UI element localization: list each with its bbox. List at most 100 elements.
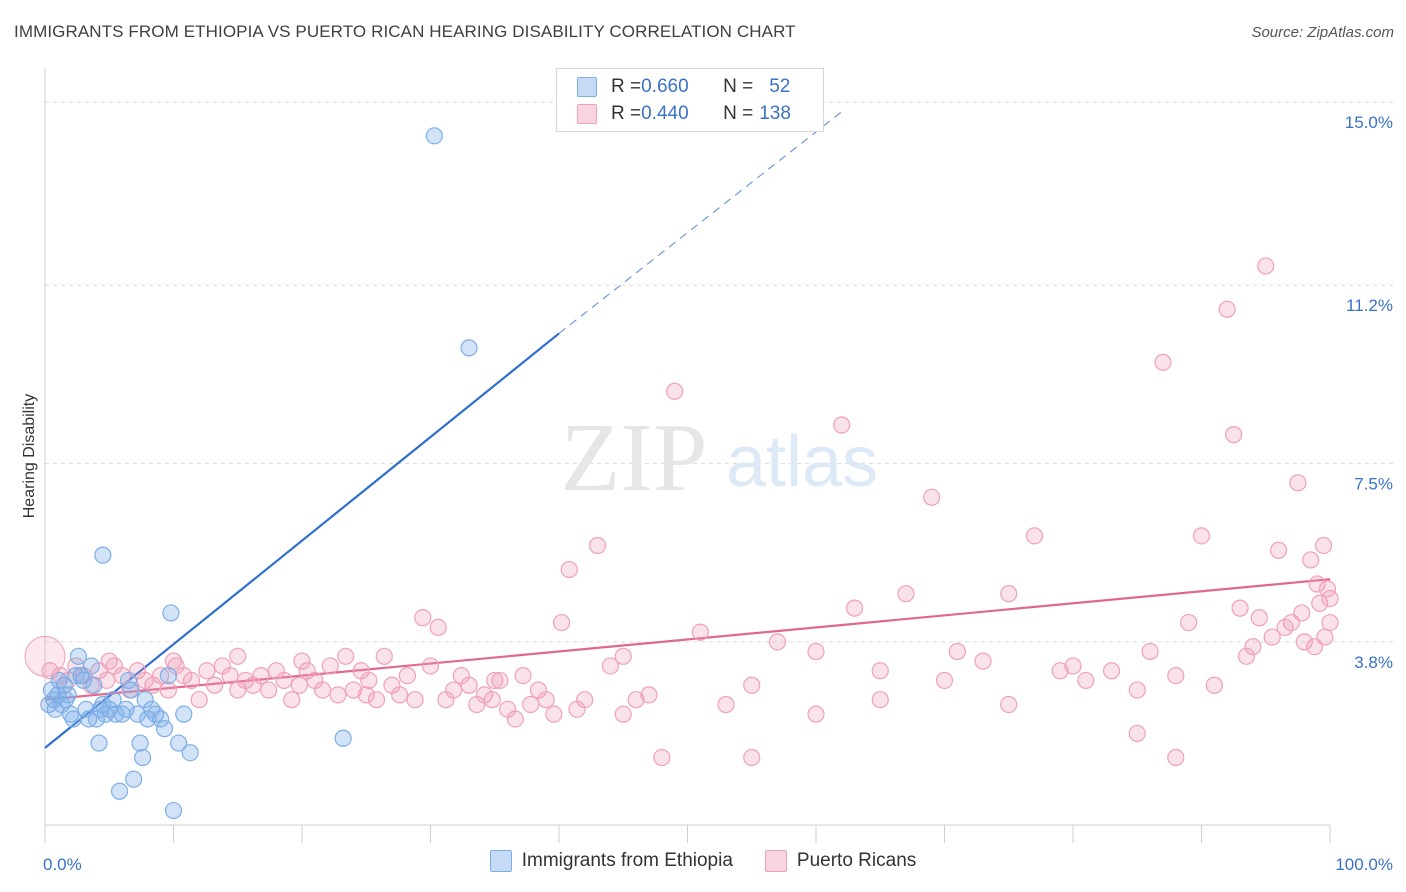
- ethiopia-point: [136, 691, 154, 709]
- legend-label-puerto-ricans: Puerto Ricans: [796, 850, 917, 871]
- puerto-rican-point: [807, 642, 825, 661]
- puerto-rican-point: [653, 748, 671, 767]
- puerto-rican-point: [588, 536, 607, 555]
- puerto-rican-point: [807, 705, 825, 723]
- ethiopia-point: [74, 671, 93, 690]
- grid-lines: [45, 101, 1395, 643]
- puerto-rican-point: [1305, 638, 1324, 656]
- ethiopia-point: [155, 720, 174, 738]
- ethiopia-point: [107, 705, 125, 723]
- puerto-rican-point: [560, 560, 578, 579]
- puerto-rican-point: [321, 657, 339, 675]
- puerto-rican-point: [290, 676, 309, 694]
- puerto-rican-point: [1321, 613, 1339, 632]
- stats-legend: R = 0.660 N = 52 R = 0.440 N = 138: [556, 68, 824, 132]
- puerto-rican-point: [275, 671, 293, 690]
- puerto-rican-point: [833, 416, 851, 434]
- puerto-rican-point: [1250, 609, 1268, 627]
- puerto-rican-point: [1077, 671, 1095, 690]
- ethiopia-point: [91, 700, 109, 718]
- puerto-rican-point: [743, 676, 761, 694]
- puerto-rican-point: [344, 681, 362, 699]
- ethiopia-point: [175, 705, 193, 723]
- puerto-rican-point: [614, 705, 632, 723]
- r-value: 0.660: [641, 76, 689, 97]
- puerto-rican-point: [259, 681, 278, 699]
- puerto-rican-point: [337, 647, 355, 665]
- puerto-rican-point: [1167, 666, 1185, 685]
- ethiopia-point: [110, 782, 129, 800]
- legend-item-puerto-ricans[interactable]: Puerto Ricans: [764, 850, 917, 872]
- puerto-rican-point: [1308, 575, 1326, 593]
- legend-swatch-ethiopia: [489, 850, 512, 872]
- puerto-rican-point: [375, 647, 393, 665]
- ethiopia-point: [119, 671, 138, 690]
- puerto-rican-point: [1257, 257, 1275, 275]
- legend-swatch-puerto-ricans: [577, 104, 597, 124]
- puerto-rican-point: [1128, 681, 1146, 699]
- puerto-rican-point: [871, 691, 889, 709]
- puerto-rican-point: [666, 382, 684, 400]
- chart-title: IMMIGRANTS FROM ETHIOPIA VS PUERTO RICAN…: [14, 22, 796, 41]
- ethiopia-trend-line: [44, 332, 560, 749]
- puerto-rican-point: [545, 705, 563, 723]
- ethiopia-point: [164, 801, 183, 820]
- puerto-rican-point: [1225, 426, 1243, 444]
- puerto-rican-point: [537, 691, 555, 709]
- puerto-rican-point: [1205, 676, 1223, 694]
- puerto-rican-point: [1289, 474, 1307, 492]
- puerto-rican-point: [717, 695, 735, 714]
- puerto-rican-point: [460, 676, 478, 694]
- puerto-rican-point: [897, 585, 915, 603]
- puerto-rican-point: [429, 618, 447, 637]
- puerto-rican-point: [445, 681, 463, 699]
- puerto-rican-point: [491, 671, 509, 690]
- puerto-rican-point: [768, 633, 787, 651]
- puerto-rican-point: [421, 657, 440, 675]
- puerto-rican-point: [98, 671, 116, 690]
- puerto-rican-point: [1000, 585, 1018, 603]
- puerto-rican-point: [576, 691, 594, 709]
- puerto-rican-point: [1263, 628, 1281, 646]
- ethiopia-trend-extension: [558, 111, 843, 334]
- ethiopia-point: [131, 734, 149, 752]
- ethiopia-point: [146, 705, 165, 723]
- ethiopia-point: [69, 647, 88, 665]
- puerto-rican-point: [1318, 580, 1337, 598]
- x-tick-label: 0.0%: [43, 855, 82, 874]
- puerto-rican-point: [1154, 353, 1172, 371]
- puerto-rican-point: [522, 695, 540, 714]
- puerto-rican-point: [1295, 633, 1313, 651]
- ethiopia-point: [122, 681, 140, 699]
- puerto-rican-point: [283, 691, 301, 709]
- puerto-rican-point: [1167, 748, 1185, 767]
- puerto-rican-point: [1218, 300, 1236, 318]
- puerto-rican-point: [1141, 642, 1159, 661]
- n-value: 138: [759, 103, 791, 124]
- puerto-rican-point: [871, 662, 889, 680]
- puerto-rican-point: [313, 681, 332, 699]
- puerto-rican-point: [1314, 536, 1333, 555]
- ethiopia-point: [162, 604, 180, 622]
- puerto-rican-point: [514, 666, 532, 685]
- tick-labels: 3.8% 7.5% 11.2% 15.0% 0.0% 100.0%: [43, 113, 1393, 874]
- puerto-rican-point: [743, 748, 761, 767]
- puerto-rican-point: [406, 691, 424, 709]
- puerto-rican-point: [1302, 551, 1320, 569]
- puerto-rican-point: [640, 686, 658, 704]
- ethiopia-point: [334, 729, 352, 747]
- ethiopia-point: [159, 666, 177, 685]
- puerto-rican-point: [252, 666, 270, 685]
- ethiopia-point: [134, 748, 152, 767]
- puerto-rican-point: [357, 686, 375, 704]
- puerto-rican-point: [845, 599, 864, 617]
- puerto-rican-point: [1237, 647, 1256, 665]
- puerto-rican-point: [1025, 527, 1044, 545]
- legend-swatch-ethiopia: [577, 77, 597, 97]
- legend-item-ethiopia[interactable]: Immigrants from Ethiopia: [489, 850, 733, 872]
- ethiopia-point: [170, 734, 188, 752]
- ethiopia-point: [87, 710, 106, 728]
- puerto-rican-point: [190, 691, 208, 709]
- puerto-rican-point: [24, 635, 66, 677]
- puerto-rican-point: [367, 691, 386, 709]
